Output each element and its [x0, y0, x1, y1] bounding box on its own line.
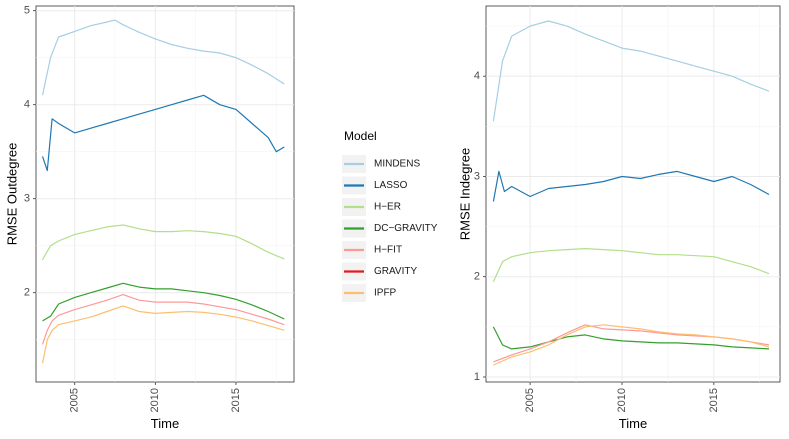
series-line-mindens: [41, 19, 285, 96]
legend-label-lasso: LASSO: [374, 180, 408, 191]
x-tick-label: 2010: [616, 388, 628, 412]
legend-label-mindens: MINDENS: [374, 159, 420, 170]
y-tick-label: 5: [24, 5, 30, 17]
outdegree-panel: 2005 2010 2015 2 3 4 5 Time RMSE Outdegree: [4, 5, 295, 431]
legend-label-gravity: GRAVITY: [374, 266, 417, 277]
series-line-lasso: [41, 94, 285, 172]
y-axis-title: RMSE Outdegree: [4, 143, 19, 246]
series-line-dc-gravity: [42, 282, 285, 322]
series-line-dc-gravity: [492, 326, 770, 350]
y-tick-label: 4: [474, 70, 480, 82]
y-tick-label: 4: [24, 99, 30, 111]
series-line-ipfp: [41, 305, 285, 364]
y-tick-label: 2: [474, 271, 480, 283]
y-tick-label: 2: [24, 287, 30, 299]
legend-label-dc-gravity: DC−GRAVITY: [374, 223, 438, 234]
y-tick-label: 3: [474, 170, 480, 182]
x-tick-label: 2015: [230, 388, 242, 412]
x-axis-title: Time: [619, 416, 647, 431]
x-tick-label: 2005: [524, 388, 536, 412]
legend-label-ipfp: IPFP: [374, 288, 397, 299]
legend-label-h-fit: H−FIT: [374, 245, 402, 256]
x-tick-label: 2015: [708, 388, 720, 412]
legend-label-h-er: H−ER: [374, 202, 401, 213]
indegree-panel: 2005 2010 2015 1 2 3 4 Time RMSE Indegree: [457, 5, 781, 431]
x-tick-label: 2010: [149, 388, 161, 412]
series-line-ipfp: [493, 324, 770, 366]
x-axis-title: Time: [151, 416, 179, 431]
series-line-h-er: [492, 248, 770, 282]
series-line-mindens: [492, 20, 770, 122]
legend-title: Model: [344, 129, 377, 143]
series-line-h-er: [41, 224, 285, 261]
x-tick-label: 2005: [69, 388, 81, 412]
y-tick-label: 1: [474, 371, 480, 383]
series-line-lasso: [492, 170, 770, 202]
series-line-h-fit: [41, 294, 285, 345]
y-tick-label: 3: [24, 193, 30, 205]
legend: Model MINDENS LASSO H−ER DC−GRAVITY H−FIT GRAV…: [342, 129, 438, 302]
y-axis-title: RMSE Indegree: [457, 148, 472, 241]
